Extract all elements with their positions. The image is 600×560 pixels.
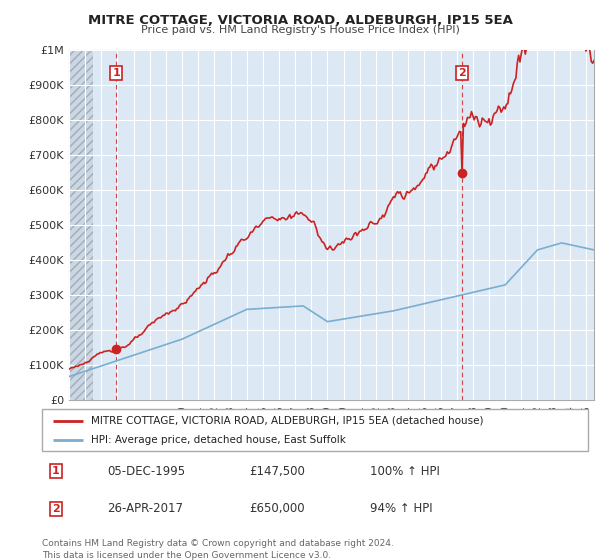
Text: 94% ↑ HPI: 94% ↑ HPI: [370, 502, 432, 515]
Bar: [69, 50, 93, 400]
Text: 1: 1: [112, 68, 120, 78]
Text: Contains HM Land Registry data © Crown copyright and database right 2024.
This d: Contains HM Land Registry data © Crown c…: [42, 539, 394, 559]
Text: 1: 1: [52, 466, 59, 477]
Text: £650,000: £650,000: [250, 502, 305, 515]
Text: MITRE COTTAGE, VICTORIA ROAD, ALDEBURGH, IP15 5EA (detached house): MITRE COTTAGE, VICTORIA ROAD, ALDEBURGH,…: [91, 416, 484, 426]
Text: 2: 2: [458, 68, 466, 78]
FancyBboxPatch shape: [42, 409, 588, 451]
Text: 2: 2: [52, 504, 59, 514]
Text: 100% ↑ HPI: 100% ↑ HPI: [370, 465, 439, 478]
Text: 26-APR-2017: 26-APR-2017: [107, 502, 184, 515]
Text: 05-DEC-1995: 05-DEC-1995: [107, 465, 185, 478]
Text: MITRE COTTAGE, VICTORIA ROAD, ALDEBURGH, IP15 5EA: MITRE COTTAGE, VICTORIA ROAD, ALDEBURGH,…: [88, 14, 512, 27]
Text: £147,500: £147,500: [250, 465, 305, 478]
Text: HPI: Average price, detached house, East Suffolk: HPI: Average price, detached house, East…: [91, 435, 346, 445]
Text: Price paid vs. HM Land Registry's House Price Index (HPI): Price paid vs. HM Land Registry's House …: [140, 25, 460, 35]
